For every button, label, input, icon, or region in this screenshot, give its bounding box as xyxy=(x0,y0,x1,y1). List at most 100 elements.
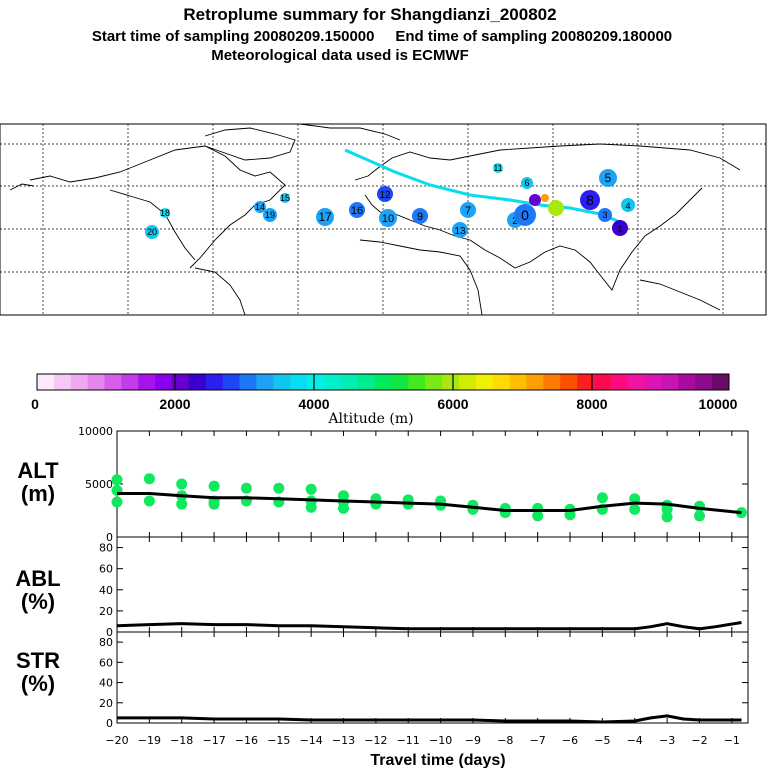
str-ytick-label: 40 xyxy=(99,677,113,690)
cluster-4: 4 xyxy=(621,198,635,212)
svg-text:8: 8 xyxy=(586,192,594,208)
colorbar-label: Altitude (m) xyxy=(327,411,413,427)
abl-ytick-label: 20 xyxy=(99,605,113,618)
sampling-times: Start time of sampling 20080209.150000 E… xyxy=(92,28,672,45)
alt-cluster-point xyxy=(273,482,285,494)
alt-ylabel-1: ALT xyxy=(17,458,59,483)
colorbar-swatch xyxy=(205,374,224,390)
svg-text:19: 19 xyxy=(265,210,275,220)
alt-cluster-point xyxy=(143,495,155,507)
cluster-12: 12 xyxy=(377,186,393,202)
colorbar-swatch xyxy=(273,374,291,390)
svg-text:6: 6 xyxy=(524,178,529,188)
colorbar-swatch xyxy=(678,374,696,390)
colorbar-swatch xyxy=(627,374,646,390)
abl-ytick-label: 60 xyxy=(99,563,113,576)
xtick-label: −16 xyxy=(235,734,258,747)
cluster-0: 0 xyxy=(514,204,536,226)
svg-text:7: 7 xyxy=(465,205,471,217)
colorbar-swatch xyxy=(610,374,629,390)
alt-cluster-point xyxy=(240,482,252,494)
cluster-18: 18 xyxy=(160,208,170,218)
colorbar-swatch xyxy=(509,374,527,390)
cluster-10: 10 xyxy=(379,209,397,227)
plume-clusters: 20 19 18 17 16 15 14 13 12 11 10 9 8 7 6… xyxy=(145,163,635,239)
xtick-label: −6 xyxy=(562,734,578,747)
cluster-7: 7 xyxy=(460,202,476,218)
xtick-label: −2 xyxy=(691,734,707,747)
colorbar-swatch xyxy=(138,374,156,390)
svg-text:1: 1 xyxy=(617,224,622,234)
xtick-label: −7 xyxy=(530,734,546,747)
cluster-3: 3 xyxy=(598,208,612,222)
svg-text:18: 18 xyxy=(160,208,170,218)
cluster-14: 14 xyxy=(254,201,266,213)
abl-series-line xyxy=(116,621,742,631)
colorbar-swatch xyxy=(442,374,460,390)
svg-text:3: 3 xyxy=(602,210,607,220)
colorbar-swatch xyxy=(70,374,89,390)
colorbar-frame xyxy=(36,373,730,391)
svg-text:9: 9 xyxy=(417,211,423,223)
cluster-5: 5 xyxy=(599,169,617,187)
svg-text:5: 5 xyxy=(605,171,612,185)
svg-text:12: 12 xyxy=(379,190,391,201)
map-coastlines xyxy=(9,123,741,316)
xtick-label: −20 xyxy=(105,734,128,747)
colorbar-swatch xyxy=(172,374,190,390)
colorbar-swatch xyxy=(87,374,105,390)
alt-cluster-point xyxy=(596,492,608,504)
alt-cluster-point xyxy=(532,510,544,522)
str-panel: 80 60 40 20 0 xyxy=(99,631,749,730)
alt-ylabel-2: (m) xyxy=(21,481,55,506)
colorbar-swatch xyxy=(661,374,679,390)
cluster-orange-small xyxy=(541,194,549,202)
xtick-label: −8 xyxy=(497,734,513,747)
colorbar-swatch xyxy=(593,374,612,390)
cluster-15: 15 xyxy=(280,193,290,203)
alt-cluster-point xyxy=(176,498,188,510)
colorbar-swatch xyxy=(475,374,494,390)
abl-ytick-label: 40 xyxy=(99,584,113,597)
time-series-panels: ALT (m) ABL (%) STR (%) Travel time (day… xyxy=(15,425,749,768)
svg-text:14: 14 xyxy=(255,202,265,212)
colorbar-tick-2000: 2000 xyxy=(159,396,190,412)
xtick-label: −1 xyxy=(724,734,740,747)
alt-series-line xyxy=(117,492,742,515)
xtick-label: −15 xyxy=(267,734,290,747)
colorbar-swatch xyxy=(695,374,713,390)
cluster-1: 1 xyxy=(612,220,628,236)
colorbar-swatch xyxy=(340,374,359,390)
abl-frame xyxy=(116,536,749,633)
colorbar-tick-4000: 4000 xyxy=(298,396,329,412)
str-ytick-label: 20 xyxy=(99,697,113,710)
colorbar-swatch xyxy=(155,374,173,390)
x-axis-label: Travel time (days) xyxy=(370,752,505,768)
colorbar-tick-0: 0 xyxy=(31,396,39,412)
colorbar-swatch xyxy=(408,374,426,390)
xtick-label: −14 xyxy=(300,734,323,747)
colorbar-swatches xyxy=(37,374,730,390)
svg-text:0: 0 xyxy=(521,207,529,223)
alt-cluster-point xyxy=(305,483,317,495)
xtick-label: −12 xyxy=(364,734,387,747)
str-frame xyxy=(116,631,749,724)
alt-ytick-label: 0 xyxy=(106,531,113,544)
colorbar-tick-8000: 8000 xyxy=(576,396,607,412)
alt-cluster-point xyxy=(208,480,220,492)
met-data-note: Meteorological data used is ECMWF xyxy=(211,47,469,64)
colorbar-swatch xyxy=(104,374,122,390)
alt-panel: 10000 5000 0 xyxy=(78,425,749,544)
colorbar-swatch xyxy=(307,374,325,390)
xtick-label: −10 xyxy=(429,734,452,747)
svg-text:15: 15 xyxy=(280,193,290,203)
alt-cluster-point xyxy=(629,503,641,515)
svg-text:2: 2 xyxy=(512,216,518,227)
str-ytick-label: 80 xyxy=(99,636,113,649)
colorbar-swatch xyxy=(425,374,443,390)
colorbar-swatch xyxy=(37,374,55,390)
svg-text:10: 10 xyxy=(382,213,394,225)
xtick-label: −11 xyxy=(397,734,420,747)
cluster-9: 9 xyxy=(412,208,428,224)
